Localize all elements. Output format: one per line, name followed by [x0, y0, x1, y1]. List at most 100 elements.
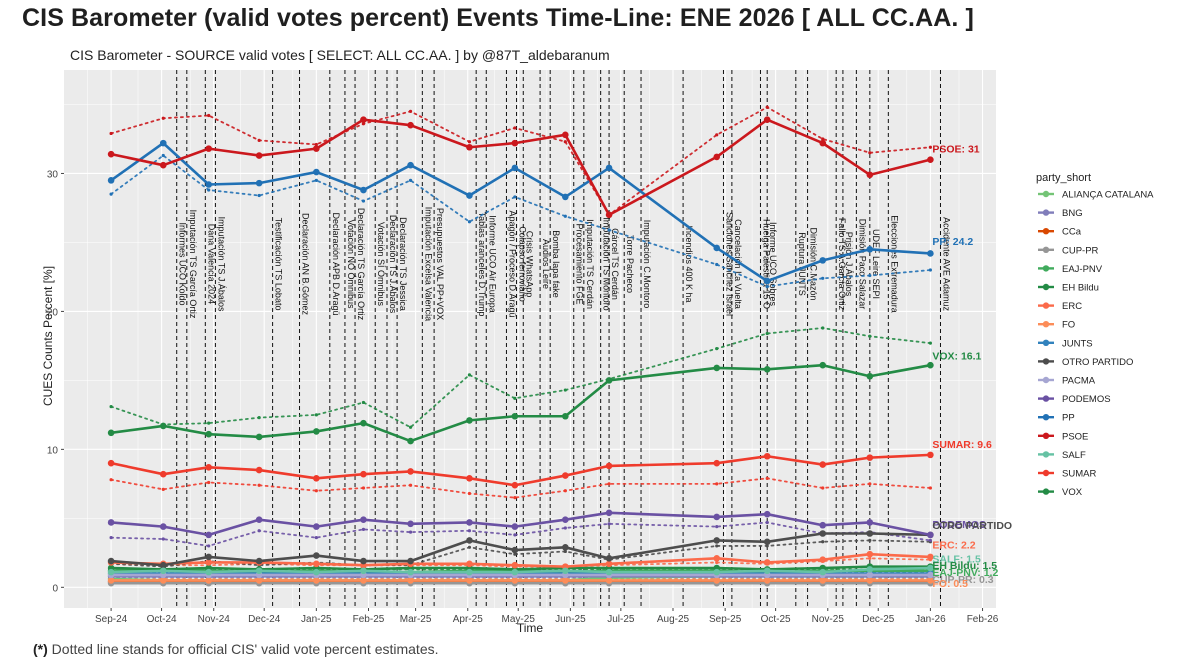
series-point [205, 430, 212, 438]
series-point [511, 412, 519, 420]
cis-point [314, 489, 318, 493]
series-point [360, 116, 367, 123]
legend-label: CCa [1062, 227, 1082, 238]
legend-title: party_short [1036, 172, 1091, 184]
legend-marker [1042, 209, 1050, 216]
cis-point [314, 413, 318, 417]
series-point [360, 557, 367, 565]
cis-point [868, 273, 872, 278]
event-label: Informe UCO Air Europa [487, 215, 497, 313]
event-label: Prisión J.Ábalos [844, 232, 854, 297]
cis-point [513, 195, 517, 199]
series-point [866, 577, 874, 584]
series-point [159, 422, 167, 430]
event-label: Elecciones Extremadura [889, 215, 899, 313]
x-tick-label: Jul-25 [607, 614, 635, 625]
series-point [205, 463, 212, 471]
end-label: VOX: 16.1 [932, 351, 981, 363]
event-label: Imputación C.Montoro [642, 220, 652, 309]
series-point [360, 577, 367, 584]
legend-marker [1042, 469, 1050, 477]
series-point [562, 567, 569, 575]
cis-point [408, 483, 413, 487]
event-lines: Informes UCO Koldo Imputación TS García O… [176, 70, 951, 608]
series-point [819, 361, 827, 369]
end-labels: PSOE: 31 PP: 24.2 VOX: 16.1 SUMAR: 9.6 PODEM… [932, 144, 1012, 591]
series-point [866, 171, 874, 179]
series-point [866, 571, 874, 579]
cis-point [314, 178, 318, 182]
event-label: Declaración APB D.Aragü [331, 212, 341, 315]
cis-point [563, 214, 567, 218]
series-point [763, 116, 771, 123]
series-line [111, 565, 931, 571]
series-point [159, 561, 167, 569]
series-point [255, 466, 263, 474]
series-point [466, 519, 473, 526]
series-point [466, 143, 473, 151]
legend: party_short ALIANÇA CATALANA BNG CCa CUP-PR… [1036, 172, 1154, 498]
series-point [713, 513, 721, 521]
cis-point [408, 178, 413, 182]
cis-point [257, 529, 261, 533]
y-tick-label: 30 [47, 169, 59, 180]
series-point [407, 577, 414, 584]
cis-point [161, 116, 165, 120]
series-point [562, 472, 569, 479]
y-tick-label: 10 [47, 445, 59, 456]
series-line [111, 566, 931, 574]
series-point [927, 250, 934, 257]
series-point [605, 462, 613, 470]
event-label: Huelga Palestina 15 O [761, 219, 771, 309]
series-point [466, 417, 473, 424]
x-tick-label: Sep-24 [95, 614, 128, 625]
legend-marker [1042, 190, 1050, 198]
series-point [466, 192, 473, 199]
event-label: Imputación Excelsa Valencia [423, 207, 433, 321]
end-label: CUP-PR: 0.3 [932, 574, 993, 586]
y-axis-title: CUES Counts Percent [%] [41, 266, 55, 406]
legend-marker [1042, 246, 1050, 253]
cis-point [161, 487, 165, 491]
series-point [713, 537, 721, 544]
series-point [313, 145, 320, 152]
cis-point [868, 556, 872, 560]
cis-point [207, 544, 211, 548]
series-point [107, 519, 115, 526]
end-label: PODEMOS [932, 519, 986, 531]
series-point [107, 459, 115, 467]
series-point [763, 538, 771, 546]
series-point [255, 179, 263, 187]
series-point [159, 567, 167, 575]
cis-point [607, 482, 611, 486]
x-tick-label: Nov-24 [198, 614, 231, 625]
event-label: Declaración TS García Ortiz [356, 208, 366, 321]
series-point [407, 161, 414, 169]
cis-point [513, 552, 517, 556]
legend-label: VOX [1062, 487, 1083, 498]
event-label: Imputación TS García Ortiz [188, 210, 198, 319]
legend-marker [1042, 283, 1050, 291]
cis-point [765, 520, 769, 525]
x-tick-label: Oct-25 [761, 614, 791, 625]
series-point [205, 559, 212, 566]
series-point [927, 361, 934, 369]
series-point [763, 452, 771, 460]
series-point [107, 429, 115, 437]
cis-point [868, 482, 872, 486]
cis-point [563, 526, 567, 530]
cis-point [257, 483, 261, 487]
end-label: EAJ-PNV: 1.2 [932, 567, 998, 579]
cis-point [257, 193, 261, 198]
series-point [605, 568, 613, 576]
end-label: SALF: 1.5 [932, 553, 981, 565]
legend-label: CUP-PR [1062, 245, 1099, 256]
event-label: Apagón / Proceso D.Aragü [507, 210, 517, 317]
series-point [255, 433, 263, 441]
series-point [255, 152, 263, 159]
end-label: FO: 0.5 [932, 578, 968, 590]
end-label: EH Bildu: 1.5 [932, 560, 997, 572]
event-label: Dimisión Paco Salazar [857, 219, 867, 310]
end-label: PSOE: 31 [932, 144, 979, 156]
series-point [713, 244, 721, 252]
